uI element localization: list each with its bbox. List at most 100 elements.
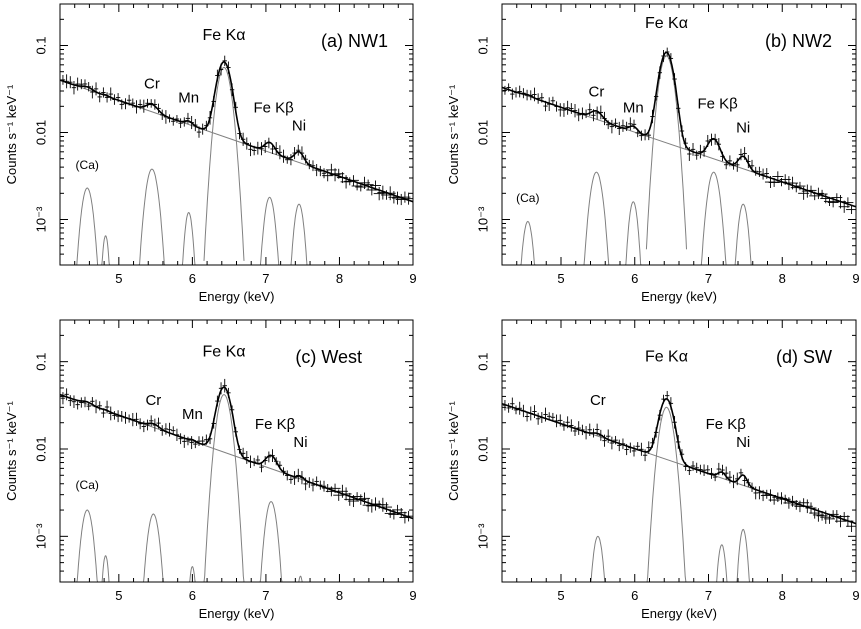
data-point (572, 103, 578, 118)
line-component-5 (203, 394, 245, 582)
line-label: (Ca) (516, 191, 539, 205)
data-point (639, 130, 644, 141)
panel-label: (d) SW (776, 347, 832, 367)
plot-area (60, 55, 413, 265)
data-point (823, 513, 835, 524)
line-label: Mn (182, 406, 203, 423)
data-point (189, 436, 194, 450)
line-label: Cr (588, 83, 604, 100)
data-point (222, 378, 227, 393)
x-tick-label: 7 (262, 271, 269, 286)
data-point (174, 115, 180, 124)
data-points (502, 390, 856, 533)
data-point (731, 161, 736, 170)
data-point (757, 166, 762, 177)
y-tick-label: 0.01 (33, 436, 48, 461)
data-point (182, 434, 187, 448)
line-component-6 (254, 196, 285, 265)
data-point (381, 502, 393, 512)
y-tick-label: 0.1 (33, 36, 48, 54)
data-point (314, 164, 319, 177)
data-point (134, 412, 139, 426)
data-point (558, 103, 563, 117)
y-axis-label: Counts s⁻¹ keV⁻¹ (4, 400, 19, 500)
data-point (104, 92, 110, 103)
data-point (75, 77, 80, 91)
line-component-3 (620, 201, 647, 265)
x-tick-label: 9 (409, 271, 416, 286)
data-point (609, 119, 615, 134)
y-axis: 10⁻³ 0.01 0.1 (33, 18, 413, 266)
x-tick-label: 7 (705, 271, 712, 286)
line-label: Fe Kβ (253, 99, 294, 116)
y-tick-label: 0.1 (33, 353, 48, 371)
data-point (285, 155, 290, 164)
line-component-1 (70, 509, 104, 582)
line-label: Fe Kβ (255, 416, 296, 433)
chart-panel-1: 5 6 7 8 9 Energy (keV) 10⁻³ 0.01 0.1 Counts s⁻¹ k… (4, 3, 417, 304)
line-component-4 (645, 55, 687, 250)
line-label: Fe Kβ (706, 416, 747, 433)
x-tick-label: 5 (557, 588, 564, 603)
data-point (167, 422, 172, 437)
line-component-4 (731, 528, 755, 582)
data-point (148, 415, 154, 427)
data-point (620, 119, 626, 132)
line-component-4 (176, 212, 201, 265)
x-axis-label: Energy (keV) (641, 606, 717, 621)
y-tick-label: 10⁻³ (33, 523, 48, 549)
line-label: Ni (736, 120, 750, 137)
line-component-6 (254, 501, 288, 582)
data-point (524, 411, 530, 422)
data-point (532, 405, 537, 418)
line-label: Ni (293, 434, 307, 451)
line-component-5 (203, 66, 245, 261)
x-tick-label: 7 (705, 588, 712, 603)
data-point (617, 439, 622, 452)
plot-area (502, 390, 856, 582)
data-point (701, 464, 707, 477)
panel-label: (b) NW2 (765, 31, 832, 51)
x-tick-label: 9 (852, 588, 859, 603)
data-point (259, 462, 264, 473)
y-tick-label: 0.01 (33, 120, 48, 145)
data-points (60, 55, 413, 206)
data-point (248, 142, 253, 157)
data-point (694, 462, 699, 473)
data-point (244, 451, 249, 464)
x-axis: 5 6 7 8 9 (516, 320, 860, 603)
line-label: Ni (292, 118, 306, 135)
line-component-2 (96, 235, 115, 265)
x-tick-label: 8 (779, 588, 786, 603)
data-point (185, 436, 191, 446)
x-axis-label: Energy (keV) (199, 606, 275, 621)
line-component-2 (646, 406, 687, 582)
chart-panel-4: 5 6 7 8 9 Energy (keV) 10⁻³ 0.01 0.1 Counts s⁻¹ k… (446, 319, 860, 621)
y-axis-label: Counts s⁻¹ keV⁻¹ (4, 84, 19, 184)
x-tick-label: 5 (557, 271, 564, 286)
data-point (108, 87, 113, 101)
data-point (694, 150, 699, 160)
model-curve (502, 397, 856, 525)
x-axis: 5 6 7 8 9 (74, 4, 417, 286)
data-point (185, 112, 191, 124)
y-tick-label: 0.1 (475, 353, 490, 371)
model-curve (60, 61, 413, 203)
line-component-2 (578, 171, 615, 265)
line-component-7 (291, 575, 310, 582)
line-label: Fe Kα (202, 343, 245, 360)
line-component-1 (513, 220, 542, 265)
line-label: Ni (736, 434, 750, 451)
x-tick-label: 8 (336, 271, 343, 286)
data-point (609, 436, 615, 450)
line-component-3 (710, 544, 734, 582)
line-label: Cr (145, 392, 161, 409)
data-point (624, 121, 629, 131)
data-point (690, 142, 696, 156)
line-label: Cr (144, 76, 160, 93)
data-point (163, 423, 169, 435)
x-tick-label: 6 (189, 588, 196, 603)
x-tick-label: 6 (631, 271, 638, 286)
data-point (288, 154, 294, 166)
data-point (535, 412, 541, 425)
